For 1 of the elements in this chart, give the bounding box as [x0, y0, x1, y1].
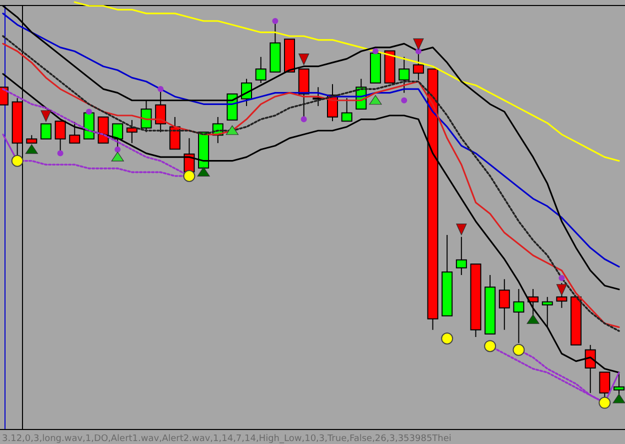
text: 3.12,0,3,long.wav,1,DO,Alert1.wav,Alert2.wav,1,14,7,14,High_Low,10,3,True,False,26,3,353985Thei: [2, 434, 452, 444]
